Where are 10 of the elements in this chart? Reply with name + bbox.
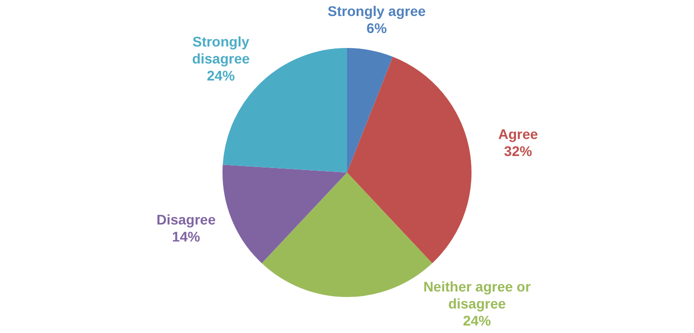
data-label: 14%	[172, 228, 201, 245]
slice-label: Disagree	[156, 212, 216, 228]
slice-label: Strongly disagree	[192, 34, 250, 67]
data-label: 24%	[462, 312, 492, 328]
data-label: 24%	[206, 68, 236, 84]
slice-label: Agree	[498, 126, 538, 142]
data-label: 6%	[366, 20, 388, 36]
data-label: 32%	[504, 142, 533, 159]
slice-label: Strongly agree	[328, 3, 426, 20]
slice-label: Neither agree or disagree	[423, 278, 532, 312]
